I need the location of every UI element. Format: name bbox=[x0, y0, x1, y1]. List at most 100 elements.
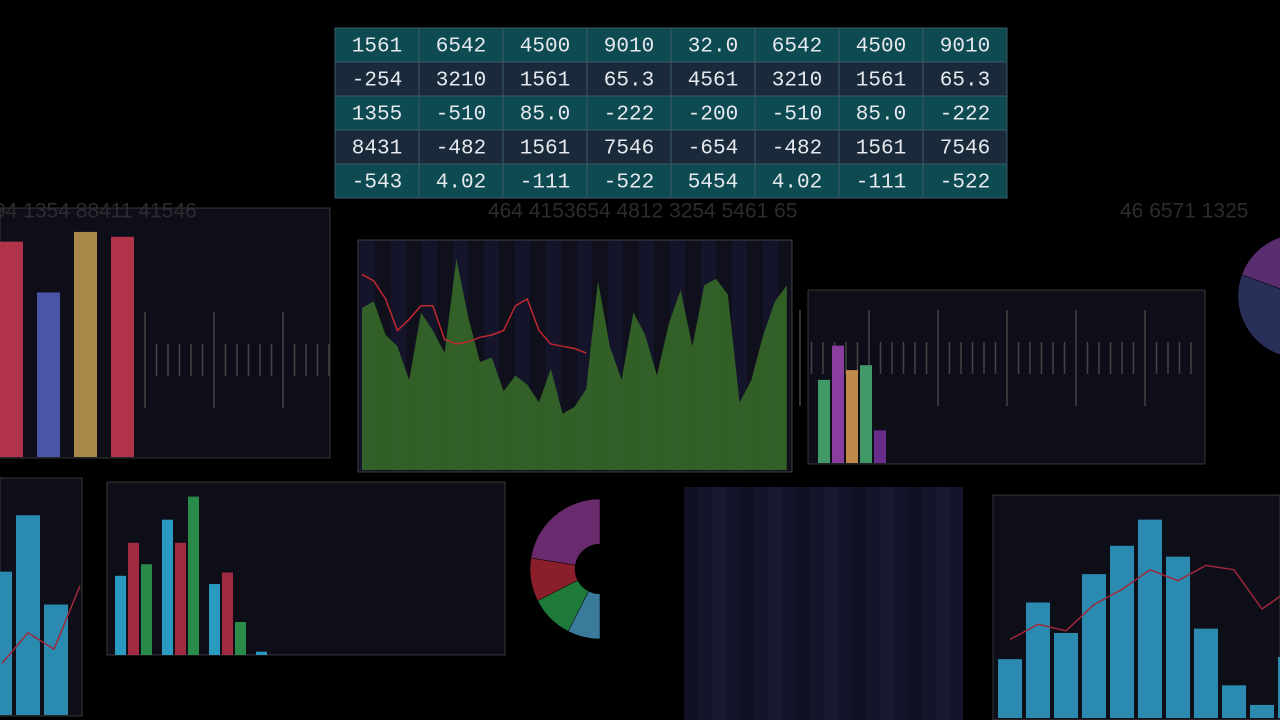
stripe bbox=[936, 487, 950, 720]
stripe bbox=[852, 487, 866, 720]
table-cell-text: -510 bbox=[436, 104, 486, 127]
table-cell-text: 6542 bbox=[772, 36, 822, 59]
table-cell-text: -522 bbox=[940, 172, 990, 195]
table-cell-text: 65.3 bbox=[604, 70, 654, 93]
bar bbox=[874, 430, 886, 463]
table-cell-text: 9010 bbox=[604, 36, 654, 59]
bar bbox=[1138, 519, 1162, 718]
table-cell bbox=[922, 27, 1008, 63]
bar bbox=[256, 651, 267, 655]
table-cell-text: 4500 bbox=[520, 36, 570, 59]
bar bbox=[818, 379, 830, 463]
pie-slice bbox=[1237, 274, 1280, 355]
table-cell bbox=[838, 61, 924, 97]
stripe bbox=[796, 487, 810, 720]
table-cell-text: -543 bbox=[352, 172, 402, 195]
bar bbox=[1082, 574, 1106, 718]
table-cell bbox=[418, 27, 504, 63]
table-cell bbox=[502, 129, 588, 165]
bar bbox=[1250, 704, 1274, 718]
table-cell bbox=[838, 163, 924, 199]
bar bbox=[37, 292, 60, 457]
stripe bbox=[768, 487, 782, 720]
table-cell-text: 1561 bbox=[856, 138, 906, 161]
stripe bbox=[740, 487, 754, 720]
table-cell-text: -222 bbox=[940, 104, 990, 127]
bar bbox=[175, 542, 186, 655]
table-cell bbox=[754, 163, 840, 199]
bar bbox=[209, 584, 220, 655]
area bbox=[362, 258, 787, 470]
table-cell-text: -482 bbox=[772, 138, 822, 161]
table-cell-text: 1561 bbox=[520, 70, 570, 93]
bar bbox=[188, 496, 199, 655]
bar bbox=[1278, 656, 1280, 718]
table-cell-text: 85.0 bbox=[856, 104, 906, 127]
table-cell bbox=[922, 61, 1008, 97]
number-strip: 94 1354 88411 41546 bbox=[0, 200, 197, 223]
table-cell bbox=[418, 95, 504, 131]
bar bbox=[998, 659, 1022, 718]
table-cell-text: 32.0 bbox=[688, 36, 738, 59]
bar bbox=[141, 564, 152, 655]
table-cell bbox=[754, 61, 840, 97]
table-cell bbox=[922, 129, 1008, 165]
bar bbox=[0, 571, 12, 715]
table-cell-text: 7546 bbox=[604, 138, 654, 161]
table-cell-text: 1561 bbox=[352, 36, 402, 59]
table-cell bbox=[334, 129, 420, 165]
table-cell-text: 4561 bbox=[688, 70, 738, 93]
table-cell-text: -111 bbox=[520, 172, 570, 195]
bar bbox=[44, 604, 68, 715]
table-cell bbox=[502, 163, 588, 199]
table-cell-text: 7546 bbox=[940, 138, 990, 161]
stripe bbox=[684, 487, 698, 720]
table-cell-text: -654 bbox=[688, 138, 738, 161]
bar bbox=[115, 575, 126, 655]
table-cell-text: 9010 bbox=[940, 36, 990, 59]
panel bbox=[106, 481, 506, 656]
table-cell bbox=[922, 163, 1008, 199]
table-cell bbox=[754, 95, 840, 131]
table-cell-text: 4.02 bbox=[772, 172, 822, 195]
bar bbox=[1110, 545, 1134, 718]
table-cell bbox=[586, 129, 672, 165]
table-cell-text: -522 bbox=[604, 172, 654, 195]
table-cell bbox=[838, 95, 924, 131]
pie-slice bbox=[567, 590, 601, 640]
bar bbox=[846, 370, 858, 463]
stripe bbox=[908, 487, 922, 720]
table-cell-text: -254 bbox=[352, 70, 402, 93]
table-cell-text: 3210 bbox=[772, 70, 822, 93]
line bbox=[1, 585, 81, 664]
table-cell-text: 1561 bbox=[520, 138, 570, 161]
table-cell-text: 65.3 bbox=[940, 70, 990, 93]
pie-slice bbox=[1241, 237, 1280, 289]
table-cell-text: 85.0 bbox=[520, 104, 570, 127]
bar bbox=[860, 365, 872, 463]
table-cell-text: -482 bbox=[436, 138, 486, 161]
stripe bbox=[880, 487, 894, 720]
bar bbox=[1054, 632, 1078, 718]
table-cell-text: 8431 bbox=[352, 138, 402, 161]
bar bbox=[1222, 685, 1246, 718]
table-cell bbox=[670, 61, 756, 97]
line bbox=[361, 273, 587, 354]
table-cell-text: -222 bbox=[604, 104, 654, 127]
table-cell bbox=[586, 61, 672, 97]
bar bbox=[235, 622, 246, 655]
table-cell bbox=[586, 95, 672, 131]
table-cell-text: 6542 bbox=[436, 36, 486, 59]
bar bbox=[128, 542, 139, 655]
line bbox=[1009, 564, 1280, 641]
table-cell bbox=[754, 27, 840, 63]
table-cell-text: 1561 bbox=[856, 70, 906, 93]
bar bbox=[0, 241, 23, 457]
table-cell-text: -200 bbox=[688, 104, 738, 127]
bar bbox=[74, 231, 97, 457]
table-cell bbox=[502, 95, 588, 131]
table-cell bbox=[586, 163, 672, 199]
table-cell bbox=[670, 163, 756, 199]
table-cell bbox=[334, 95, 420, 131]
pie-slice bbox=[530, 498, 601, 566]
